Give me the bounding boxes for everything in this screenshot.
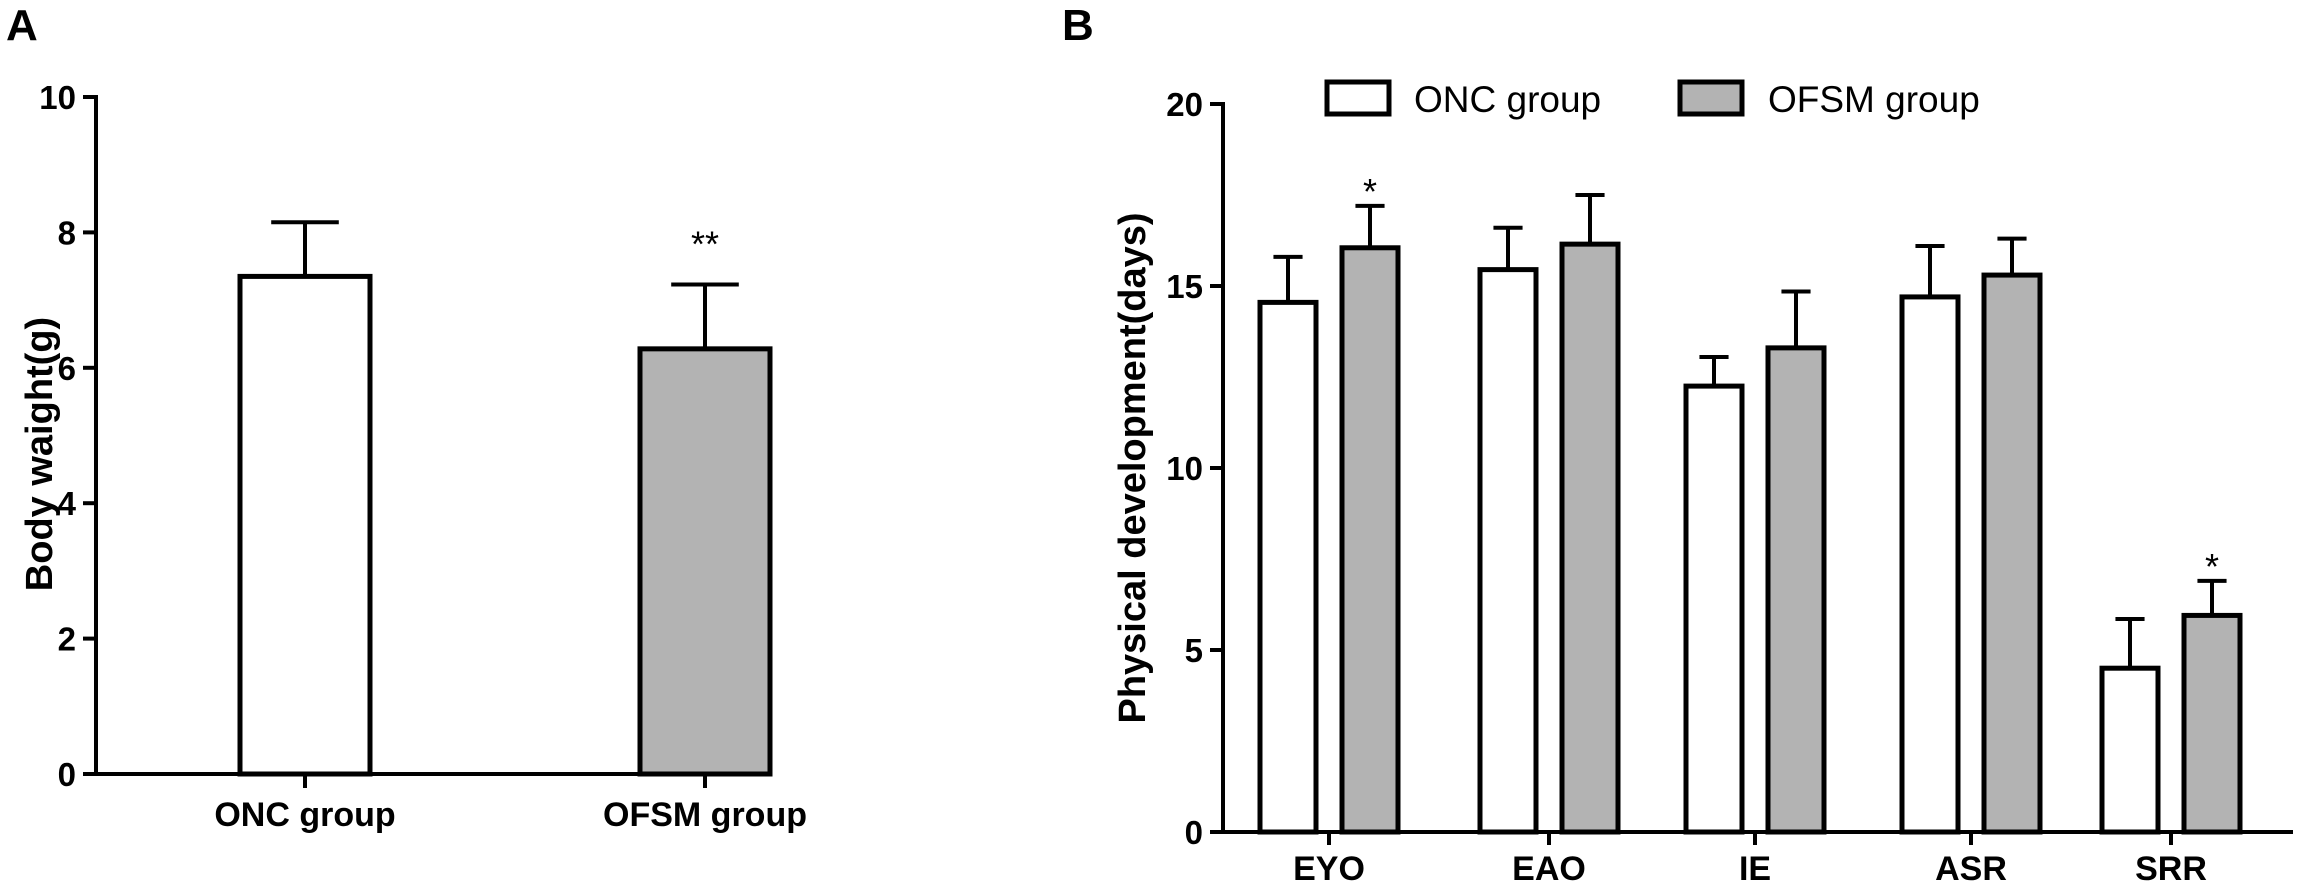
panel-b-y-axis-title: Physical development(days) <box>1112 212 1154 723</box>
legend-swatch-ofsm <box>1680 82 1742 114</box>
panel-a-category-label: ONC group <box>214 796 395 834</box>
panel-b-y-tick-label: 20 <box>1166 86 1203 123</box>
panel-a-letter: A <box>6 1 38 50</box>
figure: A Body waight(g) 0246810ONC group**OFSM … <box>0 0 2306 892</box>
panel-a-y-axis-title: Body waight(g) <box>19 317 61 591</box>
panel-b-bar <box>1984 275 2040 832</box>
panel-b-significance-label: * <box>1363 171 1377 212</box>
panel-a-y-tick-label: 4 <box>58 485 77 522</box>
panel-b-y-tick-label: 15 <box>1166 268 1203 305</box>
panel-b-bar <box>1686 386 1742 832</box>
panel-b-category-label: EAO <box>1512 850 1586 888</box>
panel-a-bar <box>240 276 370 774</box>
panel-b-category-label: IE <box>1739 850 1771 888</box>
panel-b-chart: B Physical development(days) ONC group O… <box>1062 1 2293 888</box>
panel-b-bar <box>1768 348 1824 832</box>
panel-b-bar <box>1562 244 1618 832</box>
panel-b-letter: B <box>1062 1 1094 50</box>
panel-b-bar <box>2102 668 2158 832</box>
legend: ONC group OFSM group <box>1327 79 1980 120</box>
panel-a-significance-label: ** <box>691 224 719 265</box>
panel-b-bar <box>1902 297 1958 832</box>
panel-a-y-tick-label: 6 <box>58 350 76 387</box>
panel-a-y-tick-label: 0 <box>58 756 76 793</box>
panel-b-y-tick-label: 0 <box>1185 814 1203 851</box>
panel-b-category-label: EYO <box>1293 850 1365 888</box>
legend-swatch-onc <box>1327 82 1389 114</box>
panel-b-bar <box>1260 302 1316 832</box>
panel-b-category-label: SRR <box>2135 850 2207 888</box>
panel-b-bar <box>2184 615 2240 832</box>
panel-a-category-label: OFSM group <box>603 796 807 834</box>
panel-a-bar <box>640 349 770 774</box>
panel-b-category-label: ASR <box>1935 850 2007 888</box>
panel-a-y-tick-label: 8 <box>58 214 76 251</box>
panel-b-y-tick-label: 10 <box>1166 450 1203 487</box>
panel-b-significance-label: * <box>2205 546 2219 587</box>
panel-a-chart: A Body waight(g) 0 2 4 6 8 10 ONC group ** OFSM … <box>6 1 807 834</box>
panel-b-y-tick-label: 5 <box>1185 632 1203 669</box>
panel-a-y-tick-label: 2 <box>58 621 76 658</box>
panel-b-bar <box>1342 248 1398 832</box>
legend-label-onc: ONC group <box>1414 79 1601 120</box>
panel-b-bar <box>1480 270 1536 832</box>
panel-a-y-tick-label: 10 <box>39 79 76 116</box>
legend-label-ofsm: OFSM group <box>1768 79 1980 120</box>
